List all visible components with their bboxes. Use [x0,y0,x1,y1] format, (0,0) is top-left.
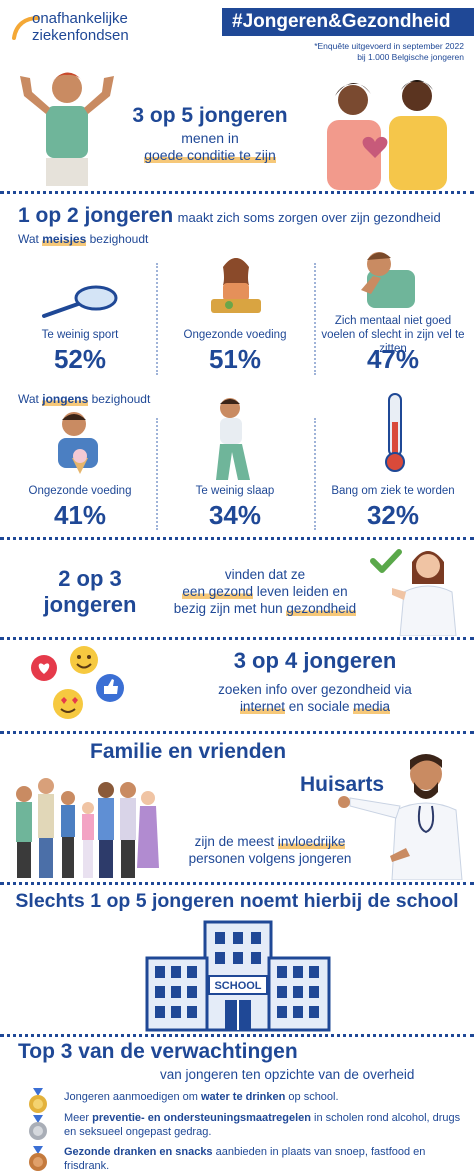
boys-prefix: Wat [18,392,43,406]
expectation-3-bold: Gezonde dranken en snacks [64,1146,213,1158]
section3-line2-rest: leven leiden en [253,584,348,599]
boy-eating-icon [58,412,98,474]
boys-item-2-label: Te weinig slaap [195,485,275,497]
girls-item-2-value: 51% [208,344,262,374]
section5-title2: Huisarts [300,773,385,796]
school-building-illustration [145,920,331,1032]
tennis-racket-icon [42,285,118,318]
silver-medal-icon [29,1115,47,1140]
section6-headline: Slechts 1 op 5 jongeren noemt hierbij de… [15,890,459,912]
doctor-woman-illustration [392,551,457,636]
social-reactions-icon [31,646,124,719]
girls-subheading: Wat meisjes bezighoudt [18,232,148,246]
girls-separator-2 [314,263,316,375]
boys-subheading: Wat jongens bezighoudt [18,392,150,406]
section4-hl1: internet [239,699,285,714]
logo-arc-icon [12,16,40,40]
divider-4 [0,731,474,734]
section3-line3-pre: bezig zijn met hun [173,601,287,616]
girls-separator-1 [156,263,158,375]
section3-text: vinden dat ze een gezond leven leiden en… [160,566,370,617]
checkmark-icon [370,549,402,573]
section3-hl1: een gezond [182,584,253,599]
expectation-item-2: Meer preventie- en ondersteuningsmaatreg… [64,1112,464,1139]
header-title: #Jongeren&Gezondheid [232,11,451,32]
stressed-boy-icon [361,252,415,308]
girls-item-1-value: 52% [53,344,107,374]
girls-suffix: bezighoudt [86,232,149,246]
expectation-item-1: Jongeren aanmoedigen om water te drinken… [64,1091,464,1105]
girls-item-3-value: 47% [366,344,420,374]
divider-6 [0,1034,474,1037]
section3-line1: vinden dat ze [224,567,306,582]
section7-subtitle: van jongeren ten opzichte van de overhei… [160,1067,415,1082]
family-group-illustration [16,778,159,878]
survey-note-line2: bij 1.000 Belgische jongeren [357,52,464,62]
heart-couple-illustration [327,80,447,190]
boys-item-3-value: 32% [366,500,420,530]
boys-suffix: bezighoudt [88,392,151,406]
section4-hl2: media [353,699,391,714]
school-sign-text: SCHOOL [214,980,262,992]
expectation-2-pre: Meer [64,1112,93,1124]
girls-item-3-label: Zich mentaal niet goed voelen of slecht … [321,315,465,355]
boys-separator-1 [156,418,158,530]
section3-hl2: gezondheid [286,601,357,616]
doctor-man-illustration [338,754,463,880]
section5-line1-pre: zijn de meest [194,834,278,849]
section3-headline: 2 op 3 jongeren [20,566,160,618]
section1-line2-text: goede conditie te zijn [144,147,276,163]
section5-line1-hl: invloedrijke [277,834,346,849]
boys-item-2-value: 34% [208,500,262,530]
boys-separator-2 [314,418,316,530]
section3-headline-line1: 2 op 3 [58,566,122,591]
logo: onafhankelijke ziekenfondsen [10,8,160,44]
divider-1 [0,191,474,194]
section5-text: zijn de meest invloedrijke personen volg… [170,833,370,867]
section4-line2: internet en sociale media [170,699,460,714]
logo-line1: onafhankelijke [32,10,128,27]
divider-2 [0,537,474,540]
section5-title1: Familie en vrienden [90,740,287,763]
header-title-bar: #Jongeren&Gezondheid [222,8,474,36]
girls-item-2-label: Ongezonde voeding [183,329,287,341]
section7-title: Top 3 van de verwachtingen [18,1040,298,1063]
girls-word: meisjes [42,232,87,246]
section4-line1: zoeken info over gezondheid via [218,682,412,697]
section1-line2: goede conditie te zijn [125,147,295,163]
expectation-item-3: Gezonde dranken en snacks aanbieden in p… [64,1146,464,1173]
section5-line2: personen volgens jongeren [188,851,352,866]
girls-item-1-label: Te weinig sport [41,329,119,341]
boys-item-3-label: Bang om ziek te worden [331,485,455,497]
sleeping-boy-icon [216,398,250,480]
divider-5 [0,882,474,885]
girls-prefix: Wat [18,232,43,246]
expectation-1-pre: Jongeren aanmoedigen om [64,1091,201,1103]
survey-note: *Enquête uitgevoerd in september 2022 bi… [314,41,464,63]
section2-heading: 1 op 2 jongeren maakt zich soms zorgen o… [18,204,468,228]
boys-item-1-value: 41% [53,500,107,530]
thermometer-icon [385,393,405,472]
thumbs-up-boy-illustration [20,72,114,186]
section1-headline: 3 op 5 jongeren [132,104,288,127]
expectation-2-post: in scholen rond alcohol, drugs en seksue… [64,1112,461,1138]
gold-medal-icon [29,1088,47,1113]
eating-girl-icon [211,258,261,313]
expectation-1-post: op school. [285,1091,339,1103]
expectation-1-bold: water te drinken [200,1091,286,1103]
expectation-3-post: aanbieden in plaats van snoep, fastfood … [64,1146,426,1172]
section3-headline-line2: jongeren [43,592,137,617]
boys-word: jongens [42,392,89,406]
section2-rest: maakt zich soms zorgen over zijn gezondh… [177,210,441,225]
section4-mid: en sociale [284,699,354,714]
section1-line1: menen in [181,130,239,146]
section2-headline: 1 op 2 jongeren [18,204,174,227]
section4-headline: 3 op 4 jongeren [233,648,397,673]
survey-note-line1: *Enquête uitgevoerd in september 2022 [314,41,464,51]
boys-item-1-label: Ongezonde voeding [28,485,132,497]
divider-3 [0,637,474,640]
logo-line2: ziekenfondsen [32,27,129,44]
bronze-medal-icon [29,1146,47,1171]
expectation-2-bold: preventie- en ondersteuningsmaatregelen [92,1112,311,1124]
